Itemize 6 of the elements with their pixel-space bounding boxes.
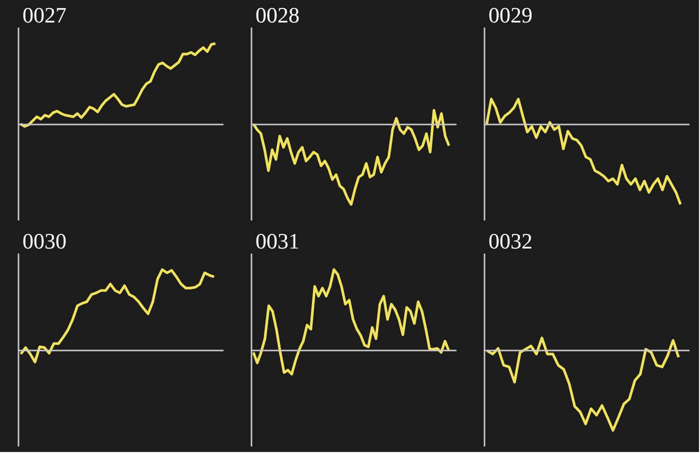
chart-title: 0032 xyxy=(488,228,532,254)
chart-title: 0029 xyxy=(488,2,532,28)
chart-title: 0030 xyxy=(22,228,66,254)
chart-title: 0028 xyxy=(256,2,300,28)
chart-title: 0031 xyxy=(256,228,300,254)
chart-title: 0027 xyxy=(22,2,66,28)
